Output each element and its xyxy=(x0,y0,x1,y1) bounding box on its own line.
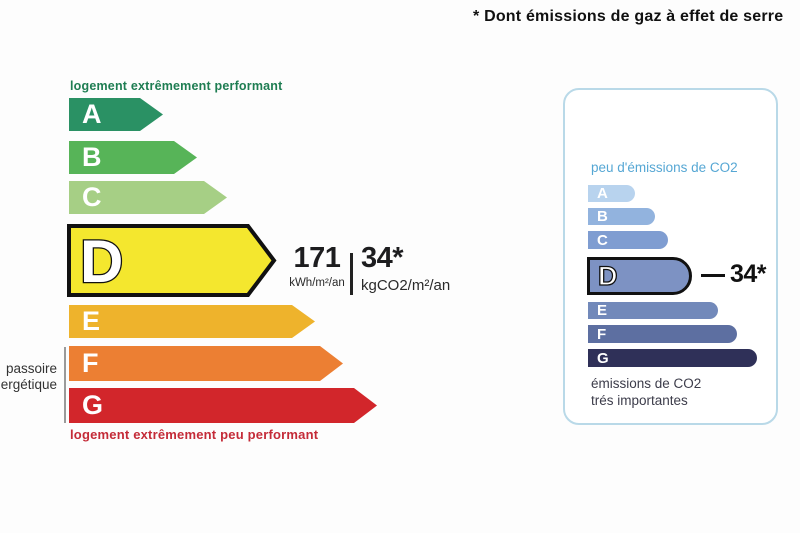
energy-unit: kWh/m²/an xyxy=(289,276,345,289)
co2-class-letter-g: G xyxy=(597,349,609,367)
co2-emissions-panel: peu d'émissions de CO2 A B C D 34* E F G… xyxy=(563,88,778,425)
energy-class-letter-a: A xyxy=(82,99,102,129)
co2-class-bar-e: E xyxy=(588,302,718,319)
co2-panel-bottom-line1: émissions de CO2 xyxy=(591,376,702,391)
co2-class-letter-d: D xyxy=(597,260,618,291)
energy-class-bar-b: B xyxy=(69,141,197,174)
co2-class-letter-e: E xyxy=(597,302,608,319)
ges-footnote: * Dont émissions de gaz à effet de serre xyxy=(473,8,784,25)
energy-class-d-arrow xyxy=(67,224,277,297)
co2-panel-value: 34* xyxy=(730,260,767,288)
co2-panel-bottom-line2: trés importantes xyxy=(591,392,688,408)
co2-class-bar-g: G xyxy=(588,349,757,367)
energy-class-bar-f: F xyxy=(69,346,343,381)
co2-class-letter-b: B xyxy=(597,208,608,225)
value-divider-line xyxy=(350,253,353,295)
passoire-label: passoire énergétique xyxy=(0,361,57,393)
co2-panel-bottom-label: émissions de CO2 trés importantes xyxy=(591,376,701,410)
energy-class-bar-d-selected: D xyxy=(67,224,277,297)
energy-scale-bottom-label: logement extrêmement peu performant xyxy=(70,427,319,442)
energy-class-bar-g: G xyxy=(69,388,377,423)
energy-value-block: 171 kWh/m²/an xyxy=(286,242,348,289)
energy-class-bar-a: A xyxy=(69,98,163,131)
energy-class-letter-c: C xyxy=(82,182,102,212)
co2-pointer-dash xyxy=(701,274,725,277)
co2-class-letter-c: C xyxy=(597,231,608,249)
co2-panel-top-label: peu d'émissions de CO2 xyxy=(591,160,738,175)
energy-class-letter-e: E xyxy=(82,306,101,336)
co2-class-bar-d-selected: D xyxy=(587,257,692,295)
co2-class-bar-f: F xyxy=(588,325,737,343)
passoire-bracket-line xyxy=(64,347,66,423)
co2-value: 34* xyxy=(361,242,404,274)
co2-class-letter-f: F xyxy=(597,325,607,343)
energy-class-bar-e: E xyxy=(69,305,315,338)
co2-unit: kgCO2/m²/an xyxy=(361,276,451,294)
passoire-label-line1: passoire xyxy=(5,361,57,376)
co2-class-bar-a: A xyxy=(588,185,635,202)
energy-class-letter-f: F xyxy=(82,348,99,378)
energy-scale-top-label: logement extrêmement performant xyxy=(70,79,283,93)
passoire-label-line2: énergétique xyxy=(0,376,57,392)
co2-class-bar-b: B xyxy=(588,208,655,225)
co2-value-block: 34* kgCO2/m²/an xyxy=(361,242,451,294)
energy-value: 171 xyxy=(293,242,341,274)
energy-class-letter-g: G xyxy=(82,390,104,420)
energy-class-bar-c: C xyxy=(69,181,227,214)
co2-class-letter-a: A xyxy=(597,185,608,202)
energy-class-letter-b: B xyxy=(82,142,102,172)
co2-class-bar-c: C xyxy=(588,231,668,249)
energy-class-letter-d: D xyxy=(80,228,123,295)
